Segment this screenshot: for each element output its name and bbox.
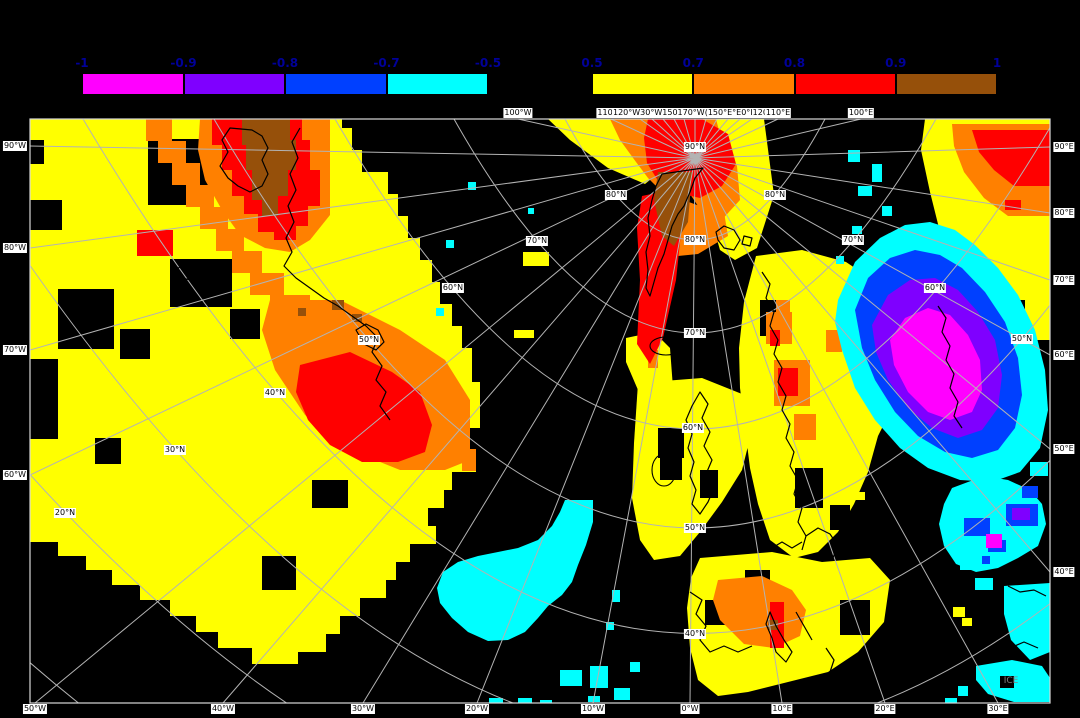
lon-label-right: 90°E [1053,142,1075,152]
lon-label-top: 100°E [847,108,875,118]
colorbar-positive-segment [895,73,997,95]
lat-label: 70°N [525,236,549,246]
lat-label: 80°N [763,190,787,200]
lon-label-right: 80°E [1053,208,1075,218]
colorbar-negative-segment [183,73,285,95]
lon-label-right: 60°E [1053,350,1075,360]
lon-label-right: 70°E [1053,275,1075,285]
lon-label-bottom: 0°W [680,704,700,714]
lon-label-bottom: 30°E [987,704,1009,714]
lat-label: 20°N [53,508,77,518]
lon-label-bottom: 40°W [210,704,236,714]
colorbar-negative-tick-label: -1 [75,56,89,70]
lat-label: 70°N [683,328,707,338]
colorbar-negative-tick-label: -0.8 [271,56,299,70]
lon-label-top: 120°W30°W150170°W(150°E°E0°I120°E [612,108,778,118]
lon-label-left: 60°W [2,470,28,480]
lon-label-top: 110°W [596,108,626,118]
lon-label-bottom: 30°W [350,704,376,714]
lat-label: 80°N [604,190,628,200]
lon-label-bottom: 10°W [580,704,606,714]
lon-label-right: 40°E [1053,567,1075,577]
colorbar-negative-tick-label: -0.9 [170,56,197,70]
lon-label-bottom: 20°E [874,704,896,714]
coastlines [174,127,1047,673]
lat-label: 30°N [163,445,187,455]
lon-label-bottom: 20°W [464,704,490,714]
lat-label: 80°N [683,235,707,245]
colorbar-positive-tick-label: 0.7 [682,56,704,70]
lon-label-left: 90°W [2,141,28,151]
lon-label-bottom: 10°E [771,704,793,714]
field-negative [436,150,1050,703]
lon-label-left: 80°W [2,243,28,253]
colorbar-negative-tick-label: -0.5 [474,56,502,70]
lat-label: 40°N [683,629,707,639]
colorbar-positive-tick-label: 0.9 [885,56,907,70]
colorbar-negative-tick-label: -0.7 [373,56,400,70]
map-frame [29,118,1051,704]
colorbar-positive-tick-label: 0.8 [783,56,806,70]
lat-label: 60°N [923,283,947,293]
colorbar-positive-segment [592,73,694,95]
lon-label-top: 100°W [503,108,533,118]
lat-label: 40°N [263,388,287,398]
lat-label: 60°N [441,283,465,293]
colorbar-negative-segment [386,73,488,95]
lon-label-left: 70°W [2,345,28,355]
lat-label: 50°N [357,335,381,345]
colorbar-positive-segment [693,73,795,95]
colorbar-positive-segment [794,73,896,95]
colorbar-negative-segment [285,73,387,95]
lat-label: 50°N [683,523,707,533]
lon-label-right: 50°E [1053,444,1075,454]
lon-label-top: 110°E [764,108,792,118]
lat-label: 60°N [681,423,705,433]
lon-label-bottom: 50°W [22,704,48,714]
map-text-ice: ICE [1003,676,1019,686]
colorbar-positive-tick-label: 0.5 [581,56,603,70]
colorbar-positive-tick-label: 1 [992,56,1002,70]
lat-label: 70°N [841,235,865,245]
lat-label: 90°N [683,142,707,152]
colorbar-negative-segment [82,73,184,95]
lat-label: 50°N [1010,334,1034,344]
